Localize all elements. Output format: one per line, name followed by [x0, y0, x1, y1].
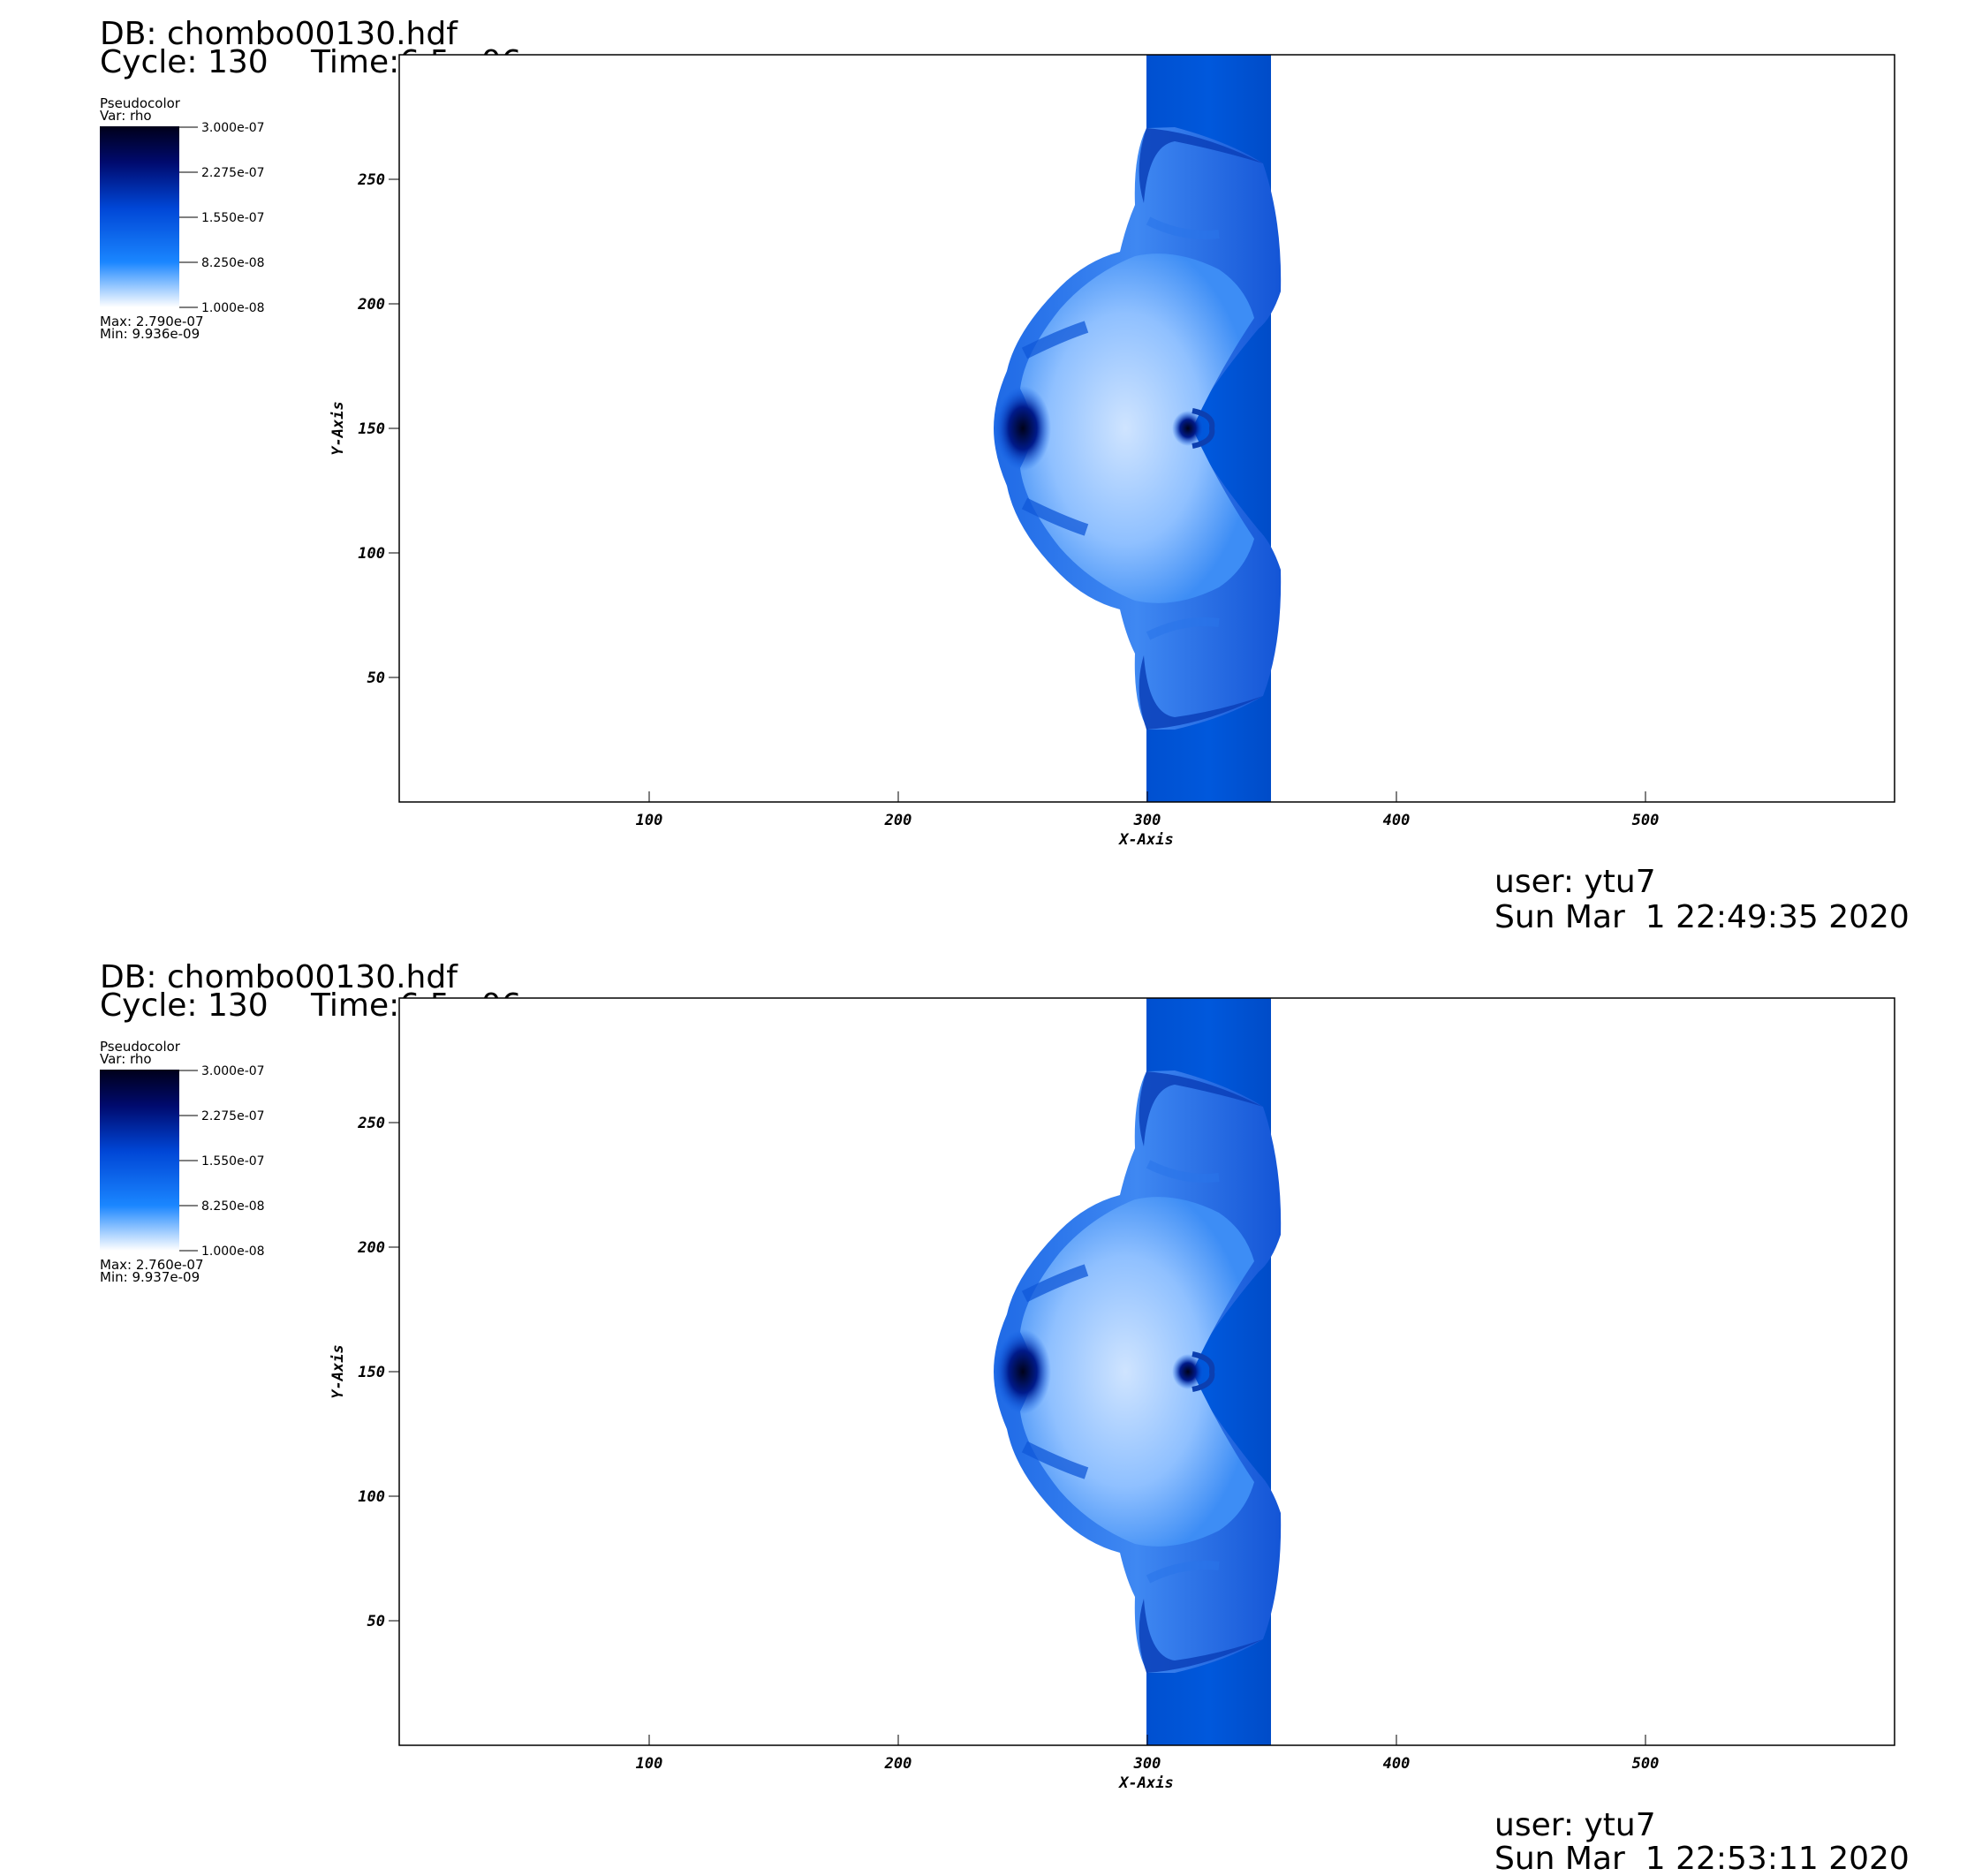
- colorbar-tick-label: 2.275e-07: [201, 166, 265, 180]
- y-tick-label: 50: [367, 669, 385, 687]
- colorbar-ticks: [179, 1070, 198, 1252]
- swirl-streak: [1021, 321, 1089, 359]
- shell-rim: [1139, 1599, 1263, 1673]
- x-axis: 100 200 300 400 500 X-Axis: [636, 791, 1660, 849]
- density-core-right: [1172, 1354, 1204, 1389]
- colorbar-tick-label: 1.000e-08: [201, 1244, 265, 1259]
- legend-title: Pseudocolor: [100, 95, 181, 111]
- y-tick-label: 250: [357, 1115, 385, 1132]
- legend-title: Pseudocolor: [100, 1039, 181, 1055]
- colorbar-tick-label: 1.550e-07: [201, 1154, 265, 1169]
- x-axis: 100 200 300 400 500 X-Axis: [636, 1735, 1660, 1792]
- panel-1: DB: chombo00130.hdf Cycle: 130 Time:6.5e…: [100, 16, 1910, 935]
- x-tick-label: 300: [1133, 1755, 1161, 1773]
- x-axis-label: X-Axis: [1117, 831, 1173, 849]
- legend-max: Max: 2.760e-07: [100, 1257, 204, 1273]
- density-core-left: [995, 386, 1051, 471]
- x-tick-label: 400: [1383, 1755, 1411, 1773]
- shell-rim: [1139, 128, 1263, 203]
- x-tick-label: 100: [636, 1755, 663, 1773]
- x-tick-label: 500: [1632, 812, 1660, 829]
- density-core-left: [995, 1329, 1051, 1414]
- y-tick-label: 200: [357, 1239, 385, 1257]
- y-axis-label: Y-Axis: [329, 401, 347, 455]
- colorbar-tick-label: 8.250e-08: [201, 256, 265, 270]
- colorbar-tick-label: 3.000e-07: [201, 121, 265, 135]
- colorbar-tick-label: 8.250e-08: [201, 1199, 265, 1214]
- plot-area: [398, 54, 1895, 803]
- plot-area: [398, 997, 1895, 1746]
- db-name: DB: chombo00130.hdf: [100, 959, 458, 995]
- swirl-streak: [1021, 1264, 1089, 1303]
- swirl-streak: [1146, 617, 1220, 640]
- shell-rim: [1139, 655, 1263, 730]
- swirl-streak: [1021, 1441, 1089, 1479]
- shell-rim: [1139, 1071, 1263, 1146]
- colorbar-tick-label: 1.000e-08: [201, 301, 265, 315]
- cycle-label: Cycle: 130: [100, 44, 269, 80]
- core-cap: [1191, 408, 1215, 449]
- y-tick-label: 250: [357, 171, 385, 189]
- cycle-label: Cycle: 130: [100, 987, 269, 1024]
- legend-var: Var: rho: [100, 1051, 152, 1067]
- swirl-streak: [1146, 216, 1220, 239]
- y-axis: 50 100 150 200 250 Y-Axis: [329, 171, 399, 687]
- colorbar-ticks: [179, 126, 198, 308]
- colorbar-tick-label: 3.000e-07: [201, 1064, 265, 1078]
- colorbar: [100, 1070, 179, 1251]
- legend-min: Min: 9.937e-09: [100, 1269, 200, 1285]
- x-tick-label: 100: [636, 812, 663, 829]
- render-date: Sun Mar 1 22:49:35 2020: [1494, 899, 1910, 935]
- render-date: Sun Mar 1 22:53:11 2020: [1494, 1841, 1910, 1876]
- core-cap: [1191, 1351, 1215, 1392]
- colorbar-tick-label: 2.275e-07: [201, 1109, 265, 1123]
- y-tick-label: 150: [358, 420, 385, 438]
- colorbar: [100, 126, 179, 307]
- y-tick-label: 100: [358, 545, 385, 563]
- x-tick-label: 500: [1632, 1755, 1660, 1773]
- y-axis: 50 100 150 200 250 Y-Axis: [329, 1115, 399, 1630]
- colorbar-tick-label: 1.550e-07: [201, 211, 265, 225]
- colorbar-legend: Pseudocolor Var: rho 3.000e-07 2.275e-07…: [100, 1039, 265, 1285]
- legend-var: Var: rho: [100, 108, 152, 124]
- x-tick-label: 200: [884, 812, 912, 829]
- x-tick-label: 400: [1383, 812, 1411, 829]
- bubble-interior: [1020, 253, 1254, 603]
- swirl-streak: [1146, 1561, 1220, 1584]
- y-tick-label: 100: [358, 1488, 385, 1506]
- user-label: user: ytu7: [1494, 1807, 1656, 1843]
- x-axis-label: X-Axis: [1117, 1774, 1173, 1792]
- x-tick-label: 200: [884, 1755, 912, 1773]
- y-axis-label: Y-Axis: [329, 1344, 347, 1398]
- db-name: DB: chombo00130.hdf: [100, 16, 458, 52]
- y-tick-label: 200: [357, 296, 385, 314]
- x-tick-label: 300: [1133, 812, 1161, 829]
- swirl-streak: [1146, 1160, 1220, 1183]
- colorbar-legend: Pseudocolor Var: rho 3.000e-07 2.275e-07…: [100, 95, 265, 342]
- legend-min: Min: 9.936e-09: [100, 326, 200, 342]
- bubble-interior: [1020, 1197, 1254, 1547]
- panel-2: DB: chombo00130.hdf Cycle: 130 Time:6.5e…: [100, 959, 1910, 1876]
- density-core-right: [1172, 411, 1204, 446]
- swirl-streak: [1021, 497, 1089, 536]
- y-tick-label: 50: [367, 1613, 385, 1630]
- user-label: user: ytu7: [1494, 864, 1656, 900]
- y-tick-label: 150: [358, 1364, 385, 1381]
- legend-max: Max: 2.790e-07: [100, 314, 204, 329]
